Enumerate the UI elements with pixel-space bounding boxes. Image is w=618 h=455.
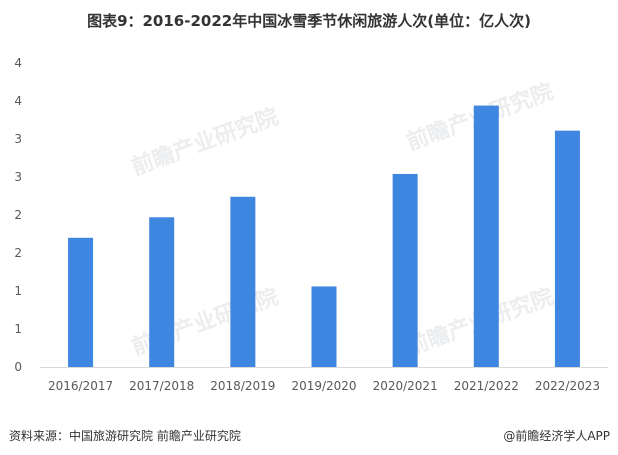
x-tick-label: 2022/2023 bbox=[535, 379, 600, 393]
chart-title: 图表9：2016-2022年中国冰雪季节休闲旅游人次(单位：亿人次) bbox=[87, 12, 531, 30]
bars bbox=[68, 105, 580, 367]
x-tick-label: 2021/2022 bbox=[454, 379, 519, 393]
bar bbox=[554, 130, 580, 367]
y-tick-label: 4 bbox=[14, 94, 22, 108]
bar bbox=[311, 286, 337, 367]
bar bbox=[392, 173, 418, 367]
y-tick-label: 4 bbox=[14, 56, 22, 70]
source-note: 资料来源：中国旅游研究院 前瞻产业研究院 bbox=[9, 429, 241, 443]
y-tick-label: 3 bbox=[14, 132, 22, 146]
x-tick-label: 2020/2021 bbox=[373, 379, 438, 393]
y-tick-label: 3 bbox=[14, 170, 22, 184]
y-tick-label: 1 bbox=[14, 322, 22, 336]
y-tick-label: 1 bbox=[14, 284, 22, 298]
bar bbox=[68, 237, 94, 367]
y-tick-label: 2 bbox=[14, 208, 22, 222]
watermark-text: 前瞻产业研究院 bbox=[128, 104, 282, 181]
bar bbox=[473, 105, 499, 367]
x-tick-label: 2018/2019 bbox=[210, 379, 275, 393]
x-tick-label: 2016/2017 bbox=[48, 379, 113, 393]
bar bbox=[230, 196, 256, 367]
y-tick-label: 0 bbox=[14, 360, 22, 374]
bar bbox=[149, 217, 175, 367]
y-axis-ticks: 0 1 1 2 2 3 3 4 4 bbox=[14, 56, 22, 374]
x-tick-label: 2019/2020 bbox=[291, 379, 356, 393]
x-tick-label: 2017/2018 bbox=[129, 379, 194, 393]
y-tick-label: 2 bbox=[14, 246, 22, 260]
app-credit: @前瞻经济学人APP bbox=[503, 429, 610, 443]
x-axis-ticks: 2016/2017 2017/2018 2018/2019 2019/2020 2020… bbox=[48, 379, 600, 393]
